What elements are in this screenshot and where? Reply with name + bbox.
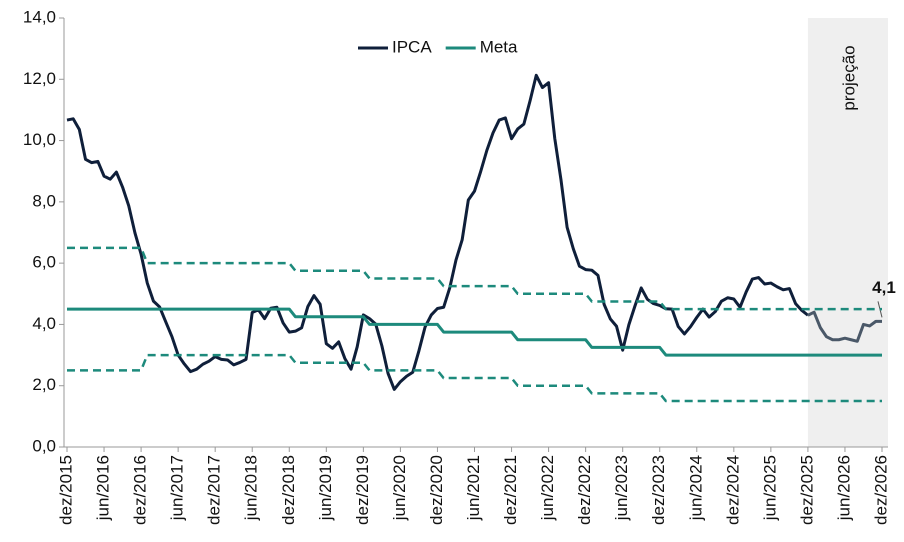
x-tick-label: dez/2023: [649, 455, 668, 525]
x-tick-label: dez/2021: [501, 455, 520, 525]
y-tick-label: 6,0: [32, 253, 56, 272]
series-line: [67, 307, 882, 357]
legend-label: Meta: [480, 37, 518, 56]
series-line: [67, 353, 882, 403]
x-tick-label: jun/2026: [834, 455, 853, 521]
x-tick-label: dez/2025: [797, 455, 816, 525]
data-label: 4,1: [872, 278, 896, 297]
x-tick-label: dez/2018: [279, 455, 298, 525]
y-tick-label: 0,0: [32, 436, 56, 455]
y-tick-label: 2,0: [32, 375, 56, 394]
x-tick-label: jun/2023: [612, 455, 631, 521]
x-tick-label: dez/2017: [205, 455, 224, 525]
y-tick-label: 4,0: [32, 314, 56, 333]
x-tick-label: jun/2020: [390, 455, 409, 521]
series-line: [67, 246, 882, 311]
x-tick-label: dez/2022: [575, 455, 594, 525]
x-tick-label: jun/2016: [94, 455, 113, 521]
y-tick-label: 8,0: [32, 191, 56, 210]
x-tick-label: jun/2017: [168, 455, 187, 521]
series-line: [807, 310, 882, 343]
projection-area: [807, 18, 888, 447]
x-tick-label: jun/2022: [538, 455, 557, 521]
x-tick-label: jun/2021: [464, 455, 483, 521]
x-tick-label: jun/2018: [242, 455, 261, 521]
x-tick-label: dez/2020: [427, 455, 446, 525]
projection-label: projeção: [839, 45, 858, 110]
legend-label: IPCA: [392, 37, 432, 56]
x-tick-label: jun/2025: [760, 455, 779, 521]
y-tick-label: 12,0: [23, 69, 56, 88]
x-tick-label: dez/2019: [353, 455, 372, 525]
x-tick-label: dez/2015: [56, 455, 75, 525]
x-tick-label: jun/2024: [686, 455, 705, 521]
x-tick-label: jun/2019: [316, 455, 335, 521]
x-tick-label: dez/2016: [131, 455, 150, 525]
x-tick-label: dez/2026: [871, 455, 890, 525]
series-line: [66, 73, 809, 391]
y-tick-label: 14,0: [23, 7, 56, 26]
y-tick-label: 10,0: [23, 130, 56, 149]
x-tick-label: dez/2024: [723, 455, 742, 525]
